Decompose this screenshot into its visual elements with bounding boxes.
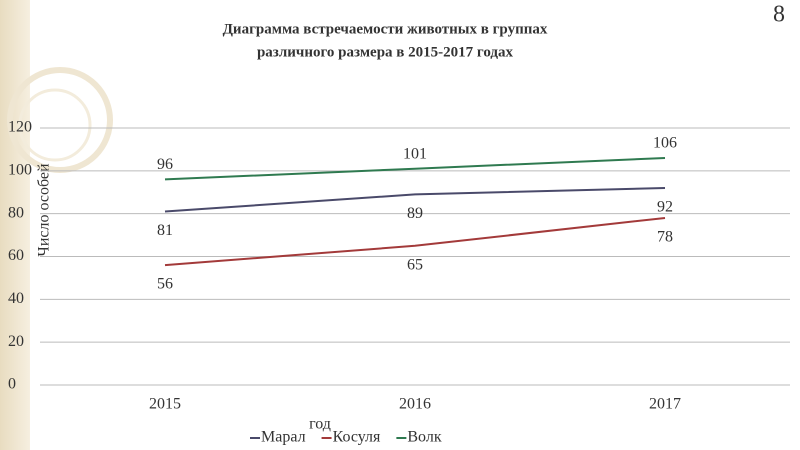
legend-label: Марал bbox=[261, 429, 306, 446]
chart-title: Диаграмма встречаемости животных в групп… bbox=[223, 21, 548, 37]
series-line bbox=[164, 156, 666, 181]
decor-circle bbox=[18, 88, 92, 162]
data-label: 89 bbox=[407, 205, 423, 222]
data-label: 81 bbox=[157, 222, 173, 239]
series-line bbox=[164, 216, 666, 267]
legend: Марал Косуля Волк bbox=[250, 429, 442, 446]
y-axis-label: Число особей bbox=[36, 163, 53, 257]
slide-number: 8 bbox=[773, 2, 785, 28]
data-label: 56 bbox=[157, 276, 173, 293]
y-tick-label: 0 bbox=[8, 376, 16, 393]
x-tick-label: 2015 bbox=[149, 396, 181, 413]
data-label: 101 bbox=[403, 145, 427, 162]
series-line bbox=[164, 186, 666, 213]
data-label: 78 bbox=[657, 229, 673, 246]
y-tick-label: 120 bbox=[8, 119, 32, 136]
data-label: 92 bbox=[657, 199, 673, 216]
x-axis-label: год bbox=[309, 416, 331, 433]
x-tick-label: 2016 bbox=[399, 396, 431, 413]
data-label: 65 bbox=[407, 256, 423, 273]
y-tick-label: 100 bbox=[8, 162, 32, 179]
data-label: 106 bbox=[653, 135, 677, 152]
decor-circle bbox=[7, 67, 113, 173]
y-tick-label: 60 bbox=[8, 247, 24, 264]
y-tick-label: 40 bbox=[8, 290, 24, 307]
x-tick-label: 2017 bbox=[649, 396, 681, 413]
legend-label: Косуля bbox=[333, 429, 381, 446]
y-tick-label: 20 bbox=[8, 333, 24, 350]
chart-title: различного размера в 2015-2017 годах bbox=[257, 44, 514, 60]
legend-label: Волк bbox=[407, 429, 441, 446]
side-strip bbox=[0, 0, 30, 450]
y-tick-label: 80 bbox=[8, 204, 24, 221]
data-label: 96 bbox=[157, 156, 173, 173]
